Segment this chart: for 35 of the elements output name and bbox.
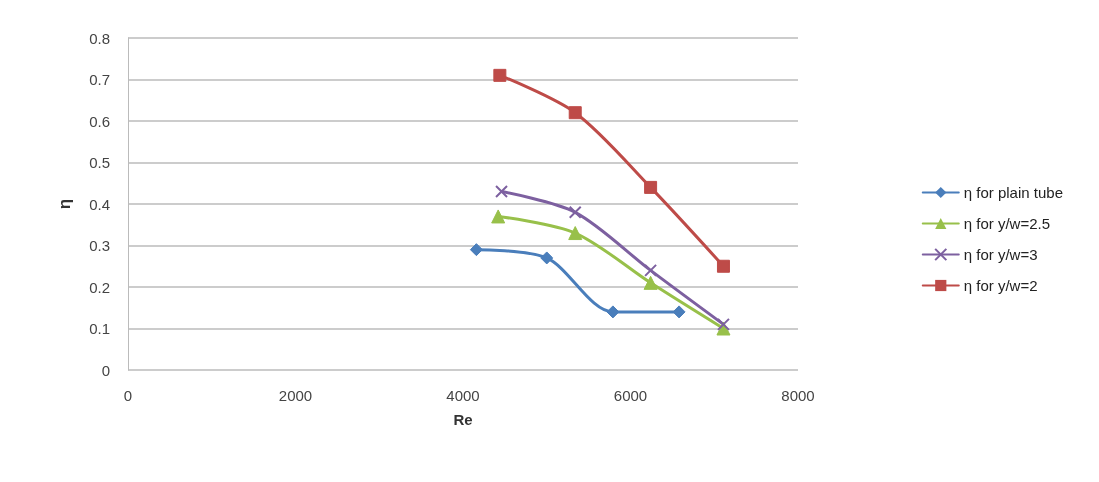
legend-label: η for y/w=3 [963,246,1038,263]
point [644,180,658,194]
y-axis-title: η [55,198,74,210]
point [540,251,554,265]
point [491,209,506,224]
y-tick-label: 0.8 [89,29,110,47]
point [568,106,582,120]
y-tick-label: 0.3 [89,237,110,254]
point [643,275,658,290]
x-tick-label: 2000 [278,387,313,404]
legend-label: η for y/w=2 [963,277,1038,294]
y-tick-label: 0.6 [89,112,110,130]
point [568,226,583,241]
point [672,305,686,319]
x-tick-label: 0 [123,387,133,404]
point [716,259,730,273]
point [716,317,730,331]
x-tick-label: 6000 [613,387,648,404]
y-tick-label: 0.2 [89,278,110,296]
point [606,305,620,319]
legend-label: η for plain tube [963,184,1064,201]
point [493,68,507,82]
legend-label: η for y/w=2.5 [963,215,1051,232]
y-tick-label: 0.1 [89,320,110,337]
x-tick-label: 4000 [446,387,480,404]
y-tick-label: 0 [101,361,110,379]
point [568,205,582,219]
x-tick-label: 8000 [781,387,815,404]
point [495,185,509,199]
point [469,243,483,257]
point [644,263,658,277]
y-tick-label: 0.5 [89,154,110,171]
y-tick-label: 0.7 [89,71,110,88]
y-tick-label: 0.4 [89,195,110,213]
x-axis-title: Re [453,411,473,428]
